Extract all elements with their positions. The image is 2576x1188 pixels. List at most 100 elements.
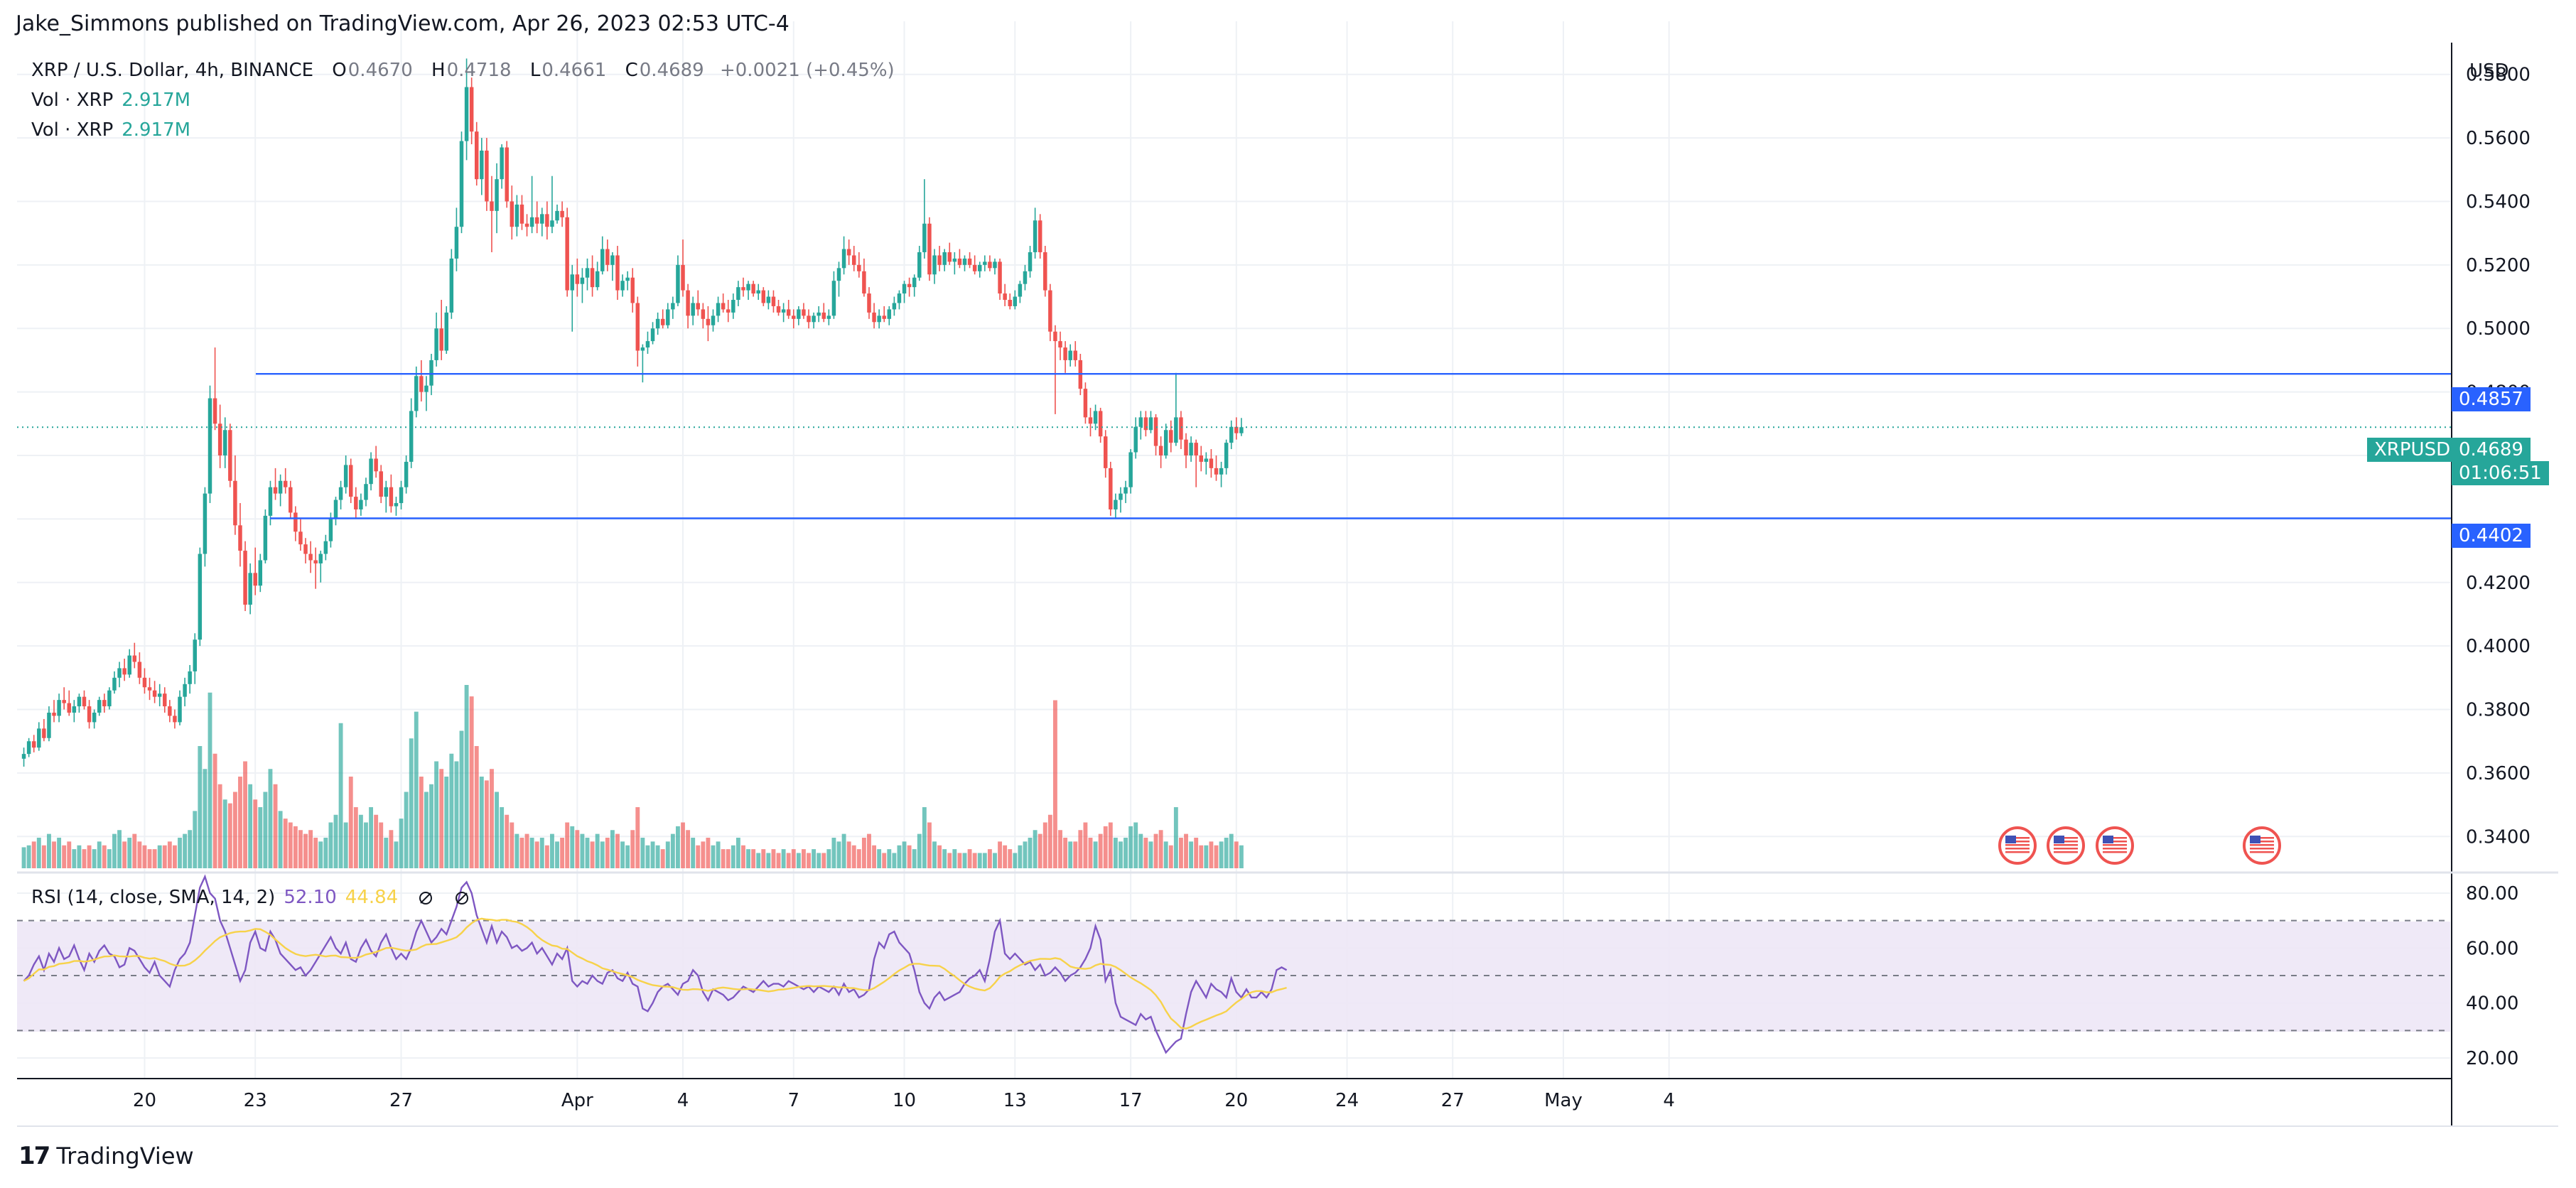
candle-body	[333, 500, 338, 519]
volume-bar	[927, 822, 932, 868]
candle-body	[459, 141, 464, 227]
candle-body	[1058, 341, 1062, 348]
time-tick-label: 27	[389, 1090, 413, 1111]
candle-body	[178, 696, 182, 723]
volume-bar	[1138, 833, 1143, 868]
volume-bar	[686, 830, 691, 868]
symbol-legend[interactable]: XRP / U.S. Dollar, 4h, BINANCE O0.4670 H…	[31, 60, 895, 81]
rsi-band	[17, 922, 2450, 1032]
us-flag-icon[interactable]	[1998, 826, 2037, 865]
candle-body	[163, 693, 167, 707]
volume-label-1: Vol · XRP	[31, 90, 114, 111]
time-tick-label: 4	[677, 1090, 689, 1111]
candle-body	[52, 713, 56, 716]
volume-bar	[907, 845, 912, 868]
low-value: 0.4661	[541, 60, 607, 81]
candle-body	[686, 290, 690, 316]
rsi-tick-label: 40.00	[2466, 993, 2518, 1015]
lower-line-price-tag[interactable]: 0.4402	[2452, 524, 2531, 548]
flag-stripe	[2250, 851, 2274, 853]
candle-body	[233, 480, 237, 526]
volume-bar	[31, 841, 36, 868]
volume-bar	[560, 838, 565, 868]
volume-bar	[203, 769, 208, 868]
tradingview-brand[interactable]: 𝟭𝟳 TradingView	[18, 1142, 194, 1170]
candle-body	[746, 284, 750, 291]
candle-body	[1048, 290, 1052, 332]
symbol-title[interactable]: XRP / U.S. Dollar, 4h, BINANCE	[31, 60, 314, 81]
candle-body	[514, 204, 519, 227]
volume-bar	[696, 845, 701, 868]
volume-legend-2[interactable]: Vol · XRP 2.917M	[31, 119, 190, 141]
volume-bar	[132, 833, 137, 868]
candle-body	[892, 303, 897, 310]
us-flag-icon[interactable]	[2047, 826, 2085, 865]
candle-body	[570, 274, 574, 291]
candle-body	[475, 131, 479, 180]
rsi-legend[interactable]: RSI (14, close, SMA, 14, 2) 52.10 44.84	[31, 887, 470, 908]
upper-line-price-tag[interactable]: 0.4857	[2452, 387, 2531, 411]
volume-bar	[409, 738, 414, 868]
volume-bar	[872, 845, 876, 868]
candle-body	[831, 281, 836, 316]
us-flag-icon[interactable]	[2096, 826, 2134, 865]
candle-body	[62, 700, 66, 703]
candle-body	[650, 328, 655, 342]
rsi-label[interactable]: RSI (14, close, SMA, 14, 2)	[31, 887, 276, 908]
flag-canton	[2054, 836, 2064, 843]
candle-body	[590, 268, 595, 288]
rsi-line	[23, 874, 1288, 1054]
volume-bar	[303, 833, 308, 868]
volume-bar	[1123, 838, 1128, 868]
candle-body	[142, 677, 147, 688]
volume-bar	[227, 803, 232, 868]
volume-bar	[831, 838, 836, 868]
candle-body	[248, 573, 252, 605]
candle-body	[1169, 430, 1173, 443]
volume-bar	[1204, 845, 1209, 868]
candlesticks[interactable]	[21, 58, 1244, 767]
price-tick-label: 0.5800	[2466, 65, 2531, 86]
volume-bar	[817, 853, 821, 868]
candle-body	[278, 480, 283, 494]
candle-body	[82, 696, 87, 707]
economic-event-flags[interactable]	[1998, 826, 2281, 865]
volume-bar	[424, 792, 429, 868]
volume-bar	[454, 761, 459, 868]
candle-body	[217, 423, 222, 455]
candle-body	[807, 315, 811, 323]
volume-bar	[82, 849, 87, 868]
candle-body	[615, 255, 620, 291]
volume-bar	[193, 811, 198, 868]
candle-body	[364, 484, 368, 500]
symbol-price-tag[interactable]: XRPUSD	[2367, 438, 2458, 462]
support-resistance-lines[interactable]	[17, 372, 2452, 519]
volume-bar	[449, 753, 454, 868]
last-price-tag[interactable]: 0.4689	[2452, 438, 2531, 462]
volume-bar	[1224, 838, 1229, 868]
volume-bar	[147, 849, 152, 868]
candle-body	[1104, 436, 1108, 468]
countdown-tag: 01:06:51	[2452, 461, 2549, 485]
candle-body	[394, 503, 399, 507]
us-flag-icon[interactable]	[2243, 826, 2281, 865]
volume-bar	[1033, 830, 1038, 868]
volume-legend-1[interactable]: Vol · XRP 2.917M	[31, 90, 190, 111]
volume-bar	[26, 845, 31, 868]
candle-body	[912, 277, 917, 288]
candle-body	[812, 315, 816, 323]
rsi-tick-label: 80.00	[2466, 883, 2518, 904]
hide-indicator-icon[interactable]	[418, 890, 433, 906]
volume-bar	[565, 822, 570, 868]
time-axis[interactable]: 20 23 27 Apr 4 7 10 13 17 20 24 27 May 4	[133, 1090, 1675, 1111]
candle-body	[841, 249, 846, 269]
volume-bar	[741, 845, 745, 868]
candle-body	[565, 217, 569, 291]
volume-bar	[771, 849, 776, 868]
candle-body	[942, 252, 947, 265]
settings-circle-icon[interactable]	[454, 890, 470, 906]
candle-body	[87, 706, 92, 723]
volume-bar	[917, 833, 922, 868]
volume-bar	[1199, 845, 1204, 868]
